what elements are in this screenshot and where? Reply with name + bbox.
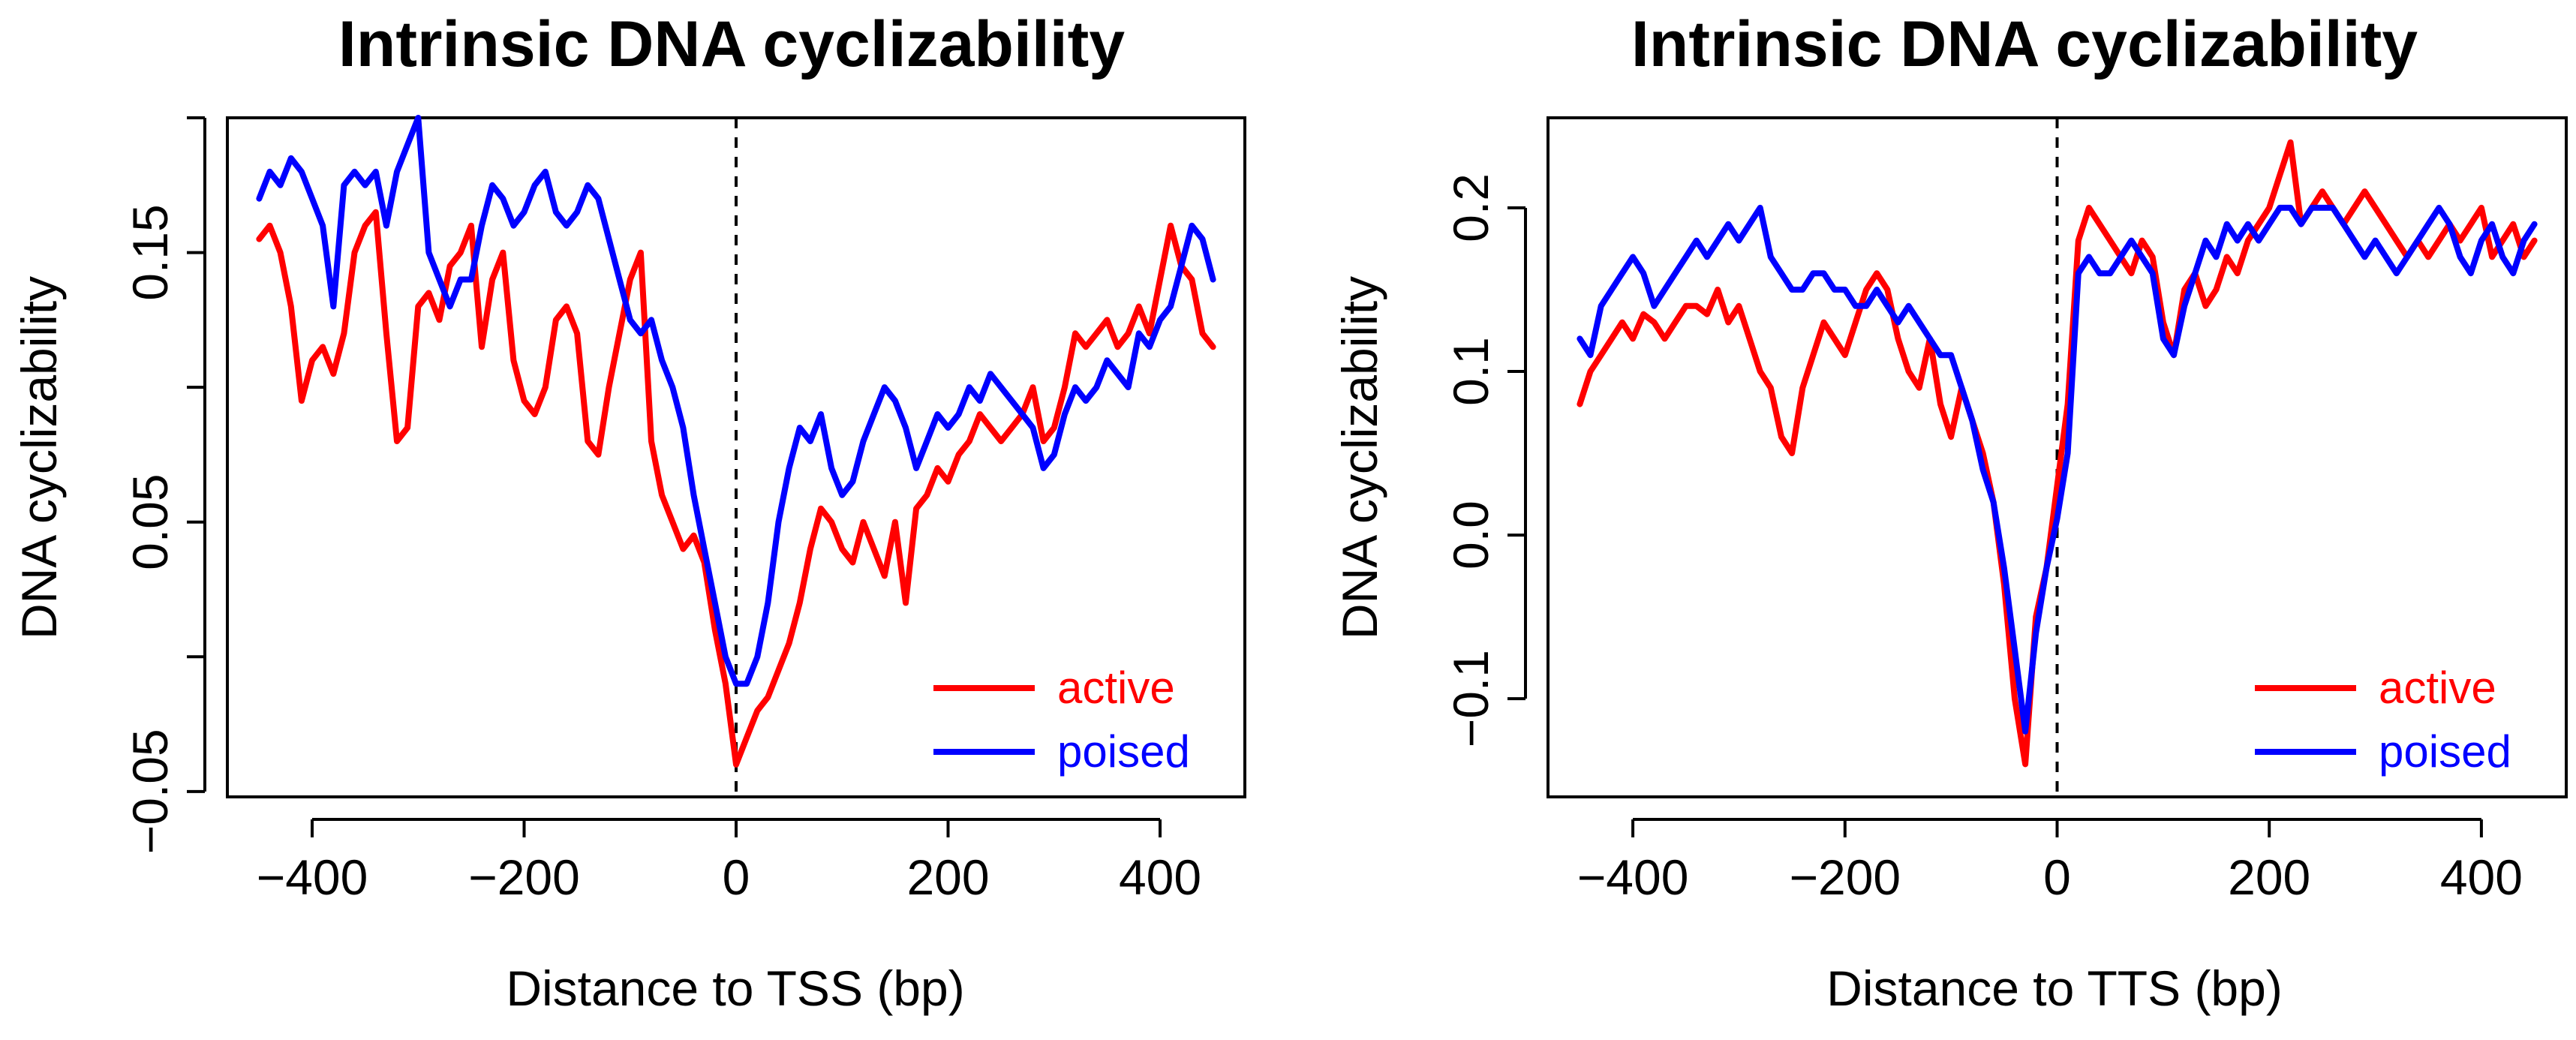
y-tick-label: −0.1 [1443,650,1498,747]
series-line-poised [1577,204,2538,735]
y-tick-label: 0.2 [1443,173,1498,242]
y-tick-label: 0.1 [1443,337,1498,406]
x-tick-label: −200 [468,849,580,905]
x-tick-label: 400 [1119,849,1201,905]
panel-tss: Intrinsic DNA cyclizability −400 −200 0 200 4… [11,8,1246,1016]
chart-title: Intrinsic DNA cyclizability [338,8,1125,80]
legend-label-poised: poised [2379,726,2511,777]
y-axis-label: DNA cyclizability [11,276,67,639]
panel-tts: Intrinsic DNA cyclizability −400 −200 0 200 4… [1332,8,2568,1016]
x-axis-label: Distance to TSS (bp) [506,960,964,1016]
x-tick-label: 200 [2228,849,2310,905]
series-line-active [256,209,1216,768]
legend-label-poised: poised [1057,726,1190,777]
x-tick-label: −400 [1577,849,1689,905]
series-line-poised [256,115,1216,687]
x-tick-label: 0 [723,849,750,905]
x-tick-label: −200 [1789,849,1901,905]
chart-title: Intrinsic DNA cyclizability [1631,8,2418,80]
series-line-active [1577,139,2538,768]
legend-label-active: active [2379,663,2496,713]
y-tick-label: 0.0 [1443,500,1498,570]
y-axis-label: DNA cyclizability [1332,276,1387,639]
y-tick-label: 0.15 [122,204,178,300]
x-tick-label: −400 [257,849,368,905]
y-tick-label: 0.05 [122,473,178,570]
y-tick-label: −0.05 [122,729,178,854]
x-tick-label: 200 [906,849,989,905]
x-tick-label: 400 [2440,849,2523,905]
legend-label-active: active [1057,663,1175,713]
x-tick-label: 0 [2043,849,2071,905]
x-axis-label: Distance to TTS (bp) [1826,960,2283,1016]
